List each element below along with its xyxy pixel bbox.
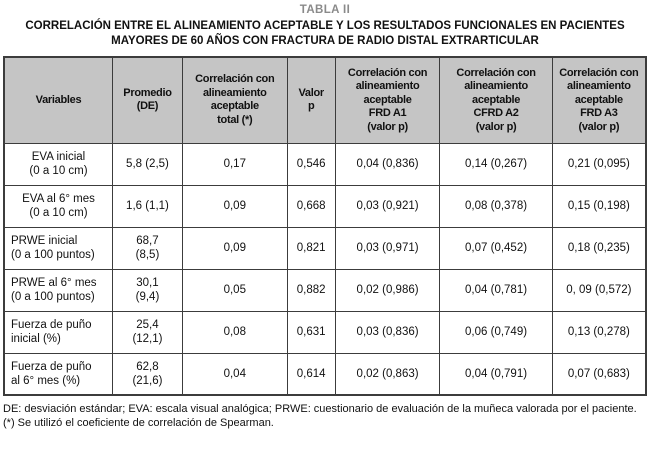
value-cell: 0,668: [286, 184, 336, 228]
variable-cell: Fuerza de puño al 6° mes (%): [3, 352, 113, 396]
table-label: TABLA II: [299, 4, 351, 16]
column-header: Valor p: [286, 56, 336, 144]
table-body: EVA inicial (0 a 10 cm) 5,8 (2,5) 0,17 0,54…: [3, 142, 647, 396]
footnote: (*) Se utilizó el coeficiente de correla…: [3, 416, 274, 429]
value-cell: 0,21 (0,095): [551, 142, 647, 186]
value-cell: 25,4 (12,1): [111, 310, 183, 354]
column-header: Correlación con alineamiento aceptable F…: [551, 56, 647, 144]
value-cell: 0,821: [286, 226, 336, 270]
value-cell: 0,04 (0,791): [439, 352, 553, 396]
column-header: Correlación con alineamiento aceptable F…: [334, 56, 441, 144]
value-cell: 30,1 (9,4): [111, 268, 183, 312]
value-cell: 0,07 (0,683): [551, 352, 647, 396]
value-cell: 0,03 (0,921): [334, 184, 441, 228]
value-cell: 0,02 (0,863): [334, 352, 441, 396]
column-header: Variables: [3, 56, 113, 144]
variable-cell: EVA inicial (0 a 10 cm): [3, 142, 113, 186]
value-cell: 62,8 (21,6): [111, 352, 183, 396]
table-header: Variables Promedio (DE) Correlación con al…: [3, 56, 647, 144]
value-cell: 0,05: [181, 268, 288, 312]
column-header: Promedio (DE): [111, 56, 183, 144]
table-row: EVA al 6° mes (0 a 10 cm) 1,6 (1,1) 0,09 0,…: [3, 184, 647, 228]
value-cell: 0,09: [181, 184, 288, 228]
value-cell: 0,15 (0,198): [551, 184, 647, 228]
table-row: EVA inicial (0 a 10 cm) 5,8 (2,5) 0,17 0,54…: [3, 142, 647, 186]
value-cell: 0,04 (0,781): [439, 268, 553, 312]
table-row: PRWE al 6° mes (0 a 100 puntos) 30,1 (9,4…: [3, 268, 647, 312]
variable-cell: PRWE inicial (0 a 100 puntos): [3, 226, 113, 270]
value-cell: 0,13 (0,278): [551, 310, 647, 354]
value-cell: 0,17: [181, 142, 288, 186]
value-cell: 0,631: [286, 310, 336, 354]
footnotes: DE: desviación estándar; EVA: escala vis…: [3, 403, 643, 430]
value-cell: 0,614: [286, 352, 336, 396]
value-cell: 68,7 (8,5): [111, 226, 183, 270]
value-cell: 0,08: [181, 310, 288, 354]
variable-cell: PRWE al 6° mes (0 a 100 puntos): [3, 268, 113, 312]
value-cell: 0,07 (0,452): [439, 226, 553, 270]
value-cell: 0,06 (0,749): [439, 310, 553, 354]
value-cell: 0,02 (0,986): [334, 268, 441, 312]
table-row: Fuerza de puño inicial (%) 25,4 (12,1) 0,0…: [3, 310, 647, 354]
value-cell: 1,6 (1,1): [111, 184, 183, 228]
value-cell: 0,03 (0,836): [334, 310, 441, 354]
value-cell: 0,882: [286, 268, 336, 312]
correlation-table: Variables Promedio (DE) Correlación con al…: [3, 56, 647, 396]
table-row: Fuerza de puño al 6° mes (%) 62,8 (21,6) 0…: [3, 352, 647, 396]
table-row: PRWE inicial (0 a 100 puntos) 68,7 (8,5) 0…: [3, 226, 647, 270]
value-cell: 0,04 (0,836): [334, 142, 441, 186]
column-header: Correlación con alineamiento aceptable t…: [181, 56, 288, 144]
variable-cell: EVA al 6° mes (0 a 10 cm): [3, 184, 113, 228]
value-cell: 0,04: [181, 352, 288, 396]
value-cell: 5,8 (2,5): [111, 142, 183, 186]
value-cell: 0,08 (0,378): [439, 184, 553, 228]
value-cell: 0,03 (0,971): [334, 226, 441, 270]
table-title: CORRELACIÓN ENTRE EL ALINEAMIENTO ACEPTA…: [25, 20, 625, 47]
value-cell: 0,09: [181, 226, 288, 270]
footnote: DE: desviación estándar; EVA: escala vis…: [3, 403, 637, 415]
column-header: Correlación con alineamiento aceptable C…: [439, 56, 553, 144]
value-cell: 0,14 (0,267): [439, 142, 553, 186]
value-cell: 0,546: [286, 142, 336, 186]
header-row: Variables Promedio (DE) Correlación con al…: [3, 56, 647, 144]
value-cell: 0,18 (0,235): [551, 226, 647, 270]
variable-cell: Fuerza de puño inicial (%): [3, 310, 113, 354]
value-cell: 0, 09 (0,572): [551, 268, 647, 312]
